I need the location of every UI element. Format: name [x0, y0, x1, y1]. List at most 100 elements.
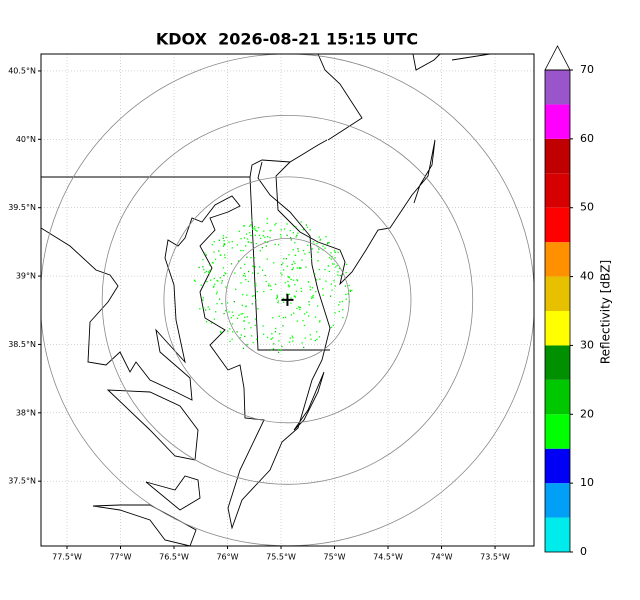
echo-pixel — [342, 308, 344, 311]
echo-pixel — [301, 342, 303, 344]
echo-pixel — [205, 270, 208, 273]
echo-pixel — [270, 349, 273, 351]
echo-pixel — [290, 314, 293, 316]
echo-pixel — [319, 239, 321, 241]
echo-pixel — [231, 247, 233, 249]
echo-pixel — [305, 266, 307, 268]
echo-pixel — [246, 238, 249, 240]
echo-pixel — [246, 294, 248, 296]
echo-pixel — [213, 318, 216, 320]
lat-tick-label: 40°N — [16, 135, 36, 144]
echo-pixel — [224, 243, 226, 245]
echo-pixel — [208, 272, 210, 274]
echo-pixel — [269, 230, 271, 232]
echo-pixel — [245, 245, 247, 247]
colorbar-bin — [545, 517, 570, 552]
echo-pixel — [298, 306, 300, 308]
echo-pixel — [345, 271, 347, 274]
echo-pixel — [309, 334, 311, 336]
echo-pixel — [268, 283, 270, 285]
echo-pixel — [207, 271, 210, 273]
echo-pixel — [322, 245, 324, 247]
echo-pixel — [296, 307, 298, 310]
echo-pixel — [254, 266, 256, 268]
echo-pixel — [269, 237, 271, 239]
echo-pixel — [298, 267, 301, 270]
echo-pixel — [272, 337, 274, 339]
echo-pixel — [202, 259, 204, 261]
lon-tick-label: 77.5°W — [52, 553, 82, 562]
echo-pixel — [223, 244, 225, 246]
echo-pixel — [230, 263, 233, 265]
echo-pixel — [241, 294, 244, 296]
echo-pixel — [335, 266, 337, 268]
echo-pixel — [238, 230, 240, 232]
echo-pixel — [222, 235, 225, 237]
colorbar-bin — [545, 414, 570, 449]
echo-pixel — [296, 320, 299, 322]
echo-pixel — [345, 263, 348, 265]
echo-pixel — [318, 248, 320, 250]
coastline — [249, 139, 328, 178]
lat-tick-label: 39.5°N — [8, 203, 36, 212]
echo-pixel — [250, 327, 252, 329]
echo-pixel — [225, 236, 227, 239]
echo-pixel — [338, 267, 341, 270]
echo-pixel — [337, 271, 339, 273]
echo-pixel — [204, 252, 206, 254]
echo-pixel — [322, 288, 324, 290]
echo-pixel — [317, 251, 319, 253]
echo-pixel — [202, 297, 204, 299]
echo-pixel — [296, 234, 298, 237]
echo-pixel — [243, 225, 246, 227]
echo-pixel — [217, 280, 219, 282]
echo-pixel — [273, 262, 275, 264]
echo-pixel — [291, 335, 293, 337]
echo-pixel — [310, 257, 313, 260]
echo-pixel — [341, 300, 344, 303]
echo-pixel — [324, 247, 326, 249]
echo-pixel — [203, 307, 205, 309]
lon-tick-label: 76°W — [216, 553, 238, 562]
echo-pixel — [306, 311, 308, 313]
echo-pixel — [255, 229, 257, 232]
echo-pixel — [231, 240, 233, 243]
echo-pixel — [257, 308, 259, 310]
echo-pixel — [233, 301, 236, 303]
echo-pixel — [311, 248, 313, 250]
echo-pixel — [249, 232, 251, 234]
echo-pixel — [265, 245, 267, 247]
echo-pixel — [319, 278, 321, 280]
echo-pixel — [264, 236, 266, 238]
echo-pixel — [244, 275, 246, 277]
echo-pixel — [244, 335, 246, 338]
colorbar-bin — [545, 345, 570, 380]
echo-pixel — [248, 322, 250, 324]
echo-pixel — [286, 265, 289, 267]
echo-pixel — [295, 226, 297, 228]
echo-pixel — [334, 285, 336, 287]
echo-pixel — [299, 306, 301, 309]
echo-pixel — [264, 274, 266, 277]
echo-pixel — [259, 237, 262, 240]
echo-pixel — [330, 283, 332, 285]
echo-pixel — [319, 320, 321, 322]
echo-pixel — [309, 289, 312, 291]
echo-pixel — [287, 276, 289, 278]
echo-pixel — [209, 269, 211, 272]
coastline — [317, 54, 363, 141]
colorbar-bin — [545, 311, 570, 346]
colorbar-frame — [544, 69, 571, 553]
echo-pixel — [216, 291, 218, 293]
echo-pixel — [348, 284, 350, 287]
echo-pixel — [245, 305, 247, 307]
echo-pixel — [283, 228, 286, 230]
echo-pixel — [256, 230, 258, 232]
echo-pixel — [281, 345, 283, 348]
echo-pixel — [300, 287, 302, 290]
echo-pixel — [224, 256, 226, 259]
echo-pixel — [282, 262, 284, 264]
echo-pixel — [274, 331, 277, 333]
colorbar-bin — [545, 483, 570, 518]
echo-pixel — [328, 242, 330, 244]
